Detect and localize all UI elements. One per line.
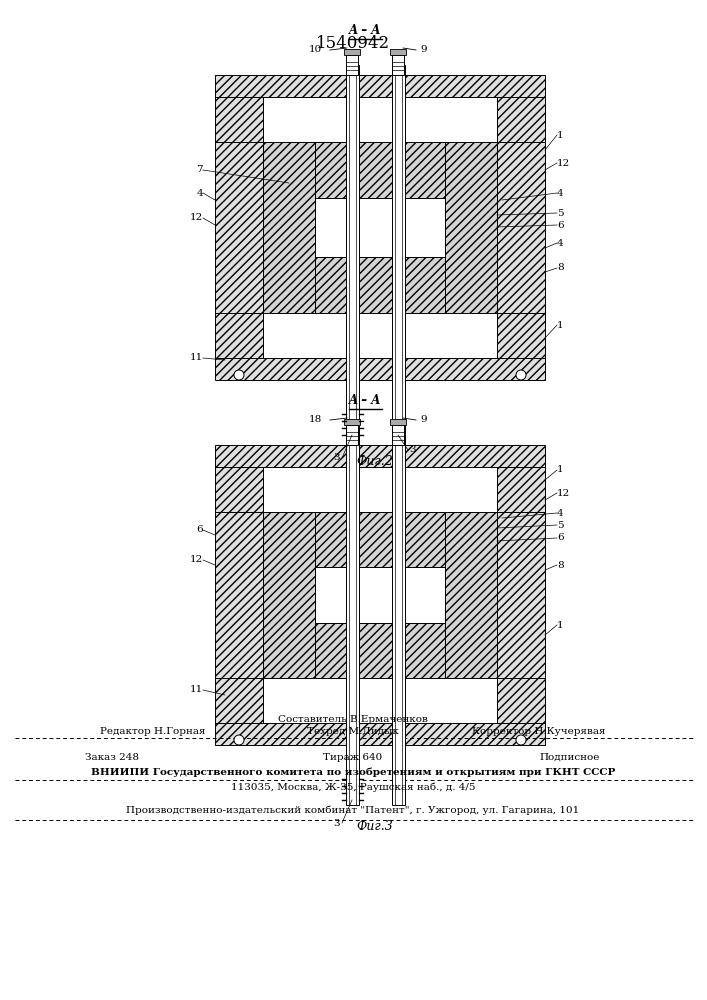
Bar xyxy=(215,142,263,313)
Circle shape xyxy=(516,370,526,380)
Text: 7: 7 xyxy=(197,165,203,174)
Text: ВНИИПИ Государственного комитета по изобретениям и открытиям при ГКНТ СССР: ВНИИПИ Государственного комитета по изоб… xyxy=(90,767,615,777)
Bar xyxy=(215,512,263,678)
Text: Производственно-издательский комбинат "Патент", г. Ужгород, ул. Гагарина, 101: Производственно-издательский комбинат "П… xyxy=(127,805,580,815)
Circle shape xyxy=(516,735,526,745)
Bar xyxy=(215,678,263,723)
Text: 12: 12 xyxy=(557,488,571,497)
Bar xyxy=(315,623,445,678)
Bar xyxy=(445,512,497,678)
Bar xyxy=(215,75,545,97)
Text: Фиг.3: Фиг.3 xyxy=(356,820,393,833)
Bar xyxy=(215,467,263,512)
Bar xyxy=(392,55,404,75)
Text: 1: 1 xyxy=(557,466,563,475)
Text: 4: 4 xyxy=(557,508,563,518)
Bar xyxy=(346,435,358,805)
Text: A – A: A – A xyxy=(349,394,381,407)
Bar xyxy=(215,358,545,380)
Text: 6: 6 xyxy=(557,534,563,542)
Bar xyxy=(346,55,358,75)
Text: 113035, Москва, Ж-35, Раушская наб., д. 4/5: 113035, Москва, Ж-35, Раушская наб., д. … xyxy=(230,782,475,792)
Bar xyxy=(344,49,360,55)
Text: 12: 12 xyxy=(557,158,571,167)
Bar xyxy=(263,142,315,313)
Bar xyxy=(497,97,545,142)
Text: 4: 4 xyxy=(197,188,203,198)
Text: Составитель В.Ермаченков: Составитель В.Ермаченков xyxy=(278,716,428,724)
Text: A – A: A – A xyxy=(349,24,381,37)
Text: 1: 1 xyxy=(557,320,563,330)
Bar xyxy=(497,467,545,512)
Text: 3: 3 xyxy=(334,454,340,462)
Bar xyxy=(315,198,445,257)
Bar xyxy=(263,512,315,678)
Text: 4: 4 xyxy=(557,238,563,247)
Bar xyxy=(445,142,497,313)
Bar xyxy=(497,313,545,358)
Text: 18: 18 xyxy=(309,416,322,424)
Bar xyxy=(315,257,445,313)
Bar xyxy=(215,97,263,142)
Text: 6: 6 xyxy=(197,526,203,534)
Text: 9: 9 xyxy=(420,45,426,54)
Text: Подписное: Подписное xyxy=(540,752,600,762)
Text: Техред М.Дидык: Техред М.Дидык xyxy=(307,728,399,736)
Bar xyxy=(315,142,445,198)
Text: 1: 1 xyxy=(557,620,563,630)
Text: 5: 5 xyxy=(557,209,563,218)
Text: 5: 5 xyxy=(557,520,563,530)
Bar xyxy=(497,678,545,723)
Text: 9: 9 xyxy=(420,416,426,424)
Bar xyxy=(346,65,358,440)
Text: Заказ 248: Заказ 248 xyxy=(85,752,139,762)
Text: 12: 12 xyxy=(189,556,203,564)
Text: 11: 11 xyxy=(189,686,203,694)
Bar xyxy=(215,445,545,467)
Bar xyxy=(497,512,545,678)
Text: 1: 1 xyxy=(557,130,563,139)
Circle shape xyxy=(234,370,244,380)
Text: 10: 10 xyxy=(309,45,322,54)
Text: Тираж 640: Тираж 640 xyxy=(323,752,382,762)
Bar xyxy=(315,512,445,567)
Text: 8: 8 xyxy=(557,263,563,272)
Text: 6: 6 xyxy=(557,221,563,230)
Text: Фиг.2: Фиг.2 xyxy=(356,455,393,468)
Text: Корректор Н.Кучерявая: Корректор Н.Кучерявая xyxy=(472,728,605,736)
Bar xyxy=(344,419,360,425)
Bar xyxy=(315,567,445,623)
Bar xyxy=(390,49,406,55)
Bar xyxy=(392,65,404,440)
Text: 11: 11 xyxy=(189,354,203,362)
Bar xyxy=(392,425,404,445)
Text: Редактор Н.Горная: Редактор Н.Горная xyxy=(100,728,206,736)
Text: 8: 8 xyxy=(557,560,563,570)
Text: 12: 12 xyxy=(189,214,203,223)
Text: 3: 3 xyxy=(334,818,340,828)
Bar xyxy=(497,142,545,313)
Bar xyxy=(215,723,545,745)
Text: 3: 3 xyxy=(409,446,416,454)
Bar xyxy=(215,313,263,358)
Bar xyxy=(392,435,404,805)
Text: 1540942: 1540942 xyxy=(316,34,390,51)
Bar xyxy=(390,419,406,425)
Text: 4: 4 xyxy=(557,188,563,198)
Bar xyxy=(346,425,358,445)
Circle shape xyxy=(234,735,244,745)
